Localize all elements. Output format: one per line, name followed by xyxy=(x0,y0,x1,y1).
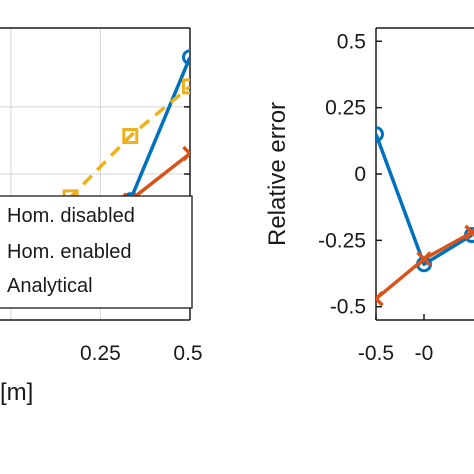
left-chart-x-tick-label: 0.5 xyxy=(173,342,202,365)
right-chart-line-series-0 xyxy=(376,133,473,267)
left-chart-x-axis-label: [m] xyxy=(0,379,33,406)
left-chart-x-tick-label: 0.25 xyxy=(80,342,121,365)
left-chart-tick-labels: 0.25 0.5 xyxy=(80,342,203,365)
right-chart-y-tick-label: -0.25 xyxy=(318,229,366,252)
right-chart-y-tick-label: -0.5 xyxy=(330,296,366,319)
right-chart-panel: -0.5 -0 0.5 0.25 0 -0.25 -0.5 Relative error xyxy=(264,27,474,365)
right-chart-point-series-1 xyxy=(416,251,432,267)
left-chart-point-analytical xyxy=(182,78,190,95)
left-chart-panel: 0.25 0.5 [m] Hom. disabled Hom. enabled A… xyxy=(0,27,203,406)
legend-box xyxy=(0,195,193,309)
legend: Hom. disabled Hom. enabled Analytical xyxy=(0,195,193,309)
right-chart-point-series-1 xyxy=(464,224,474,241)
right-chart-y-tick-label: 0.25 xyxy=(325,97,366,120)
right-chart-axes xyxy=(375,27,474,321)
legend-entry-hom-enabled: Hom. enabled xyxy=(7,241,132,263)
legend-entry-analytical: Analytical xyxy=(7,275,93,297)
right-chart-y-tick-label: 0.5 xyxy=(337,30,366,53)
left-chart-point-hom-enabled xyxy=(182,145,190,162)
right-chart-y-axis-label: Relative error xyxy=(264,102,291,246)
right-chart-point-series-1 xyxy=(376,291,384,307)
left-chart-point-hom-disabled xyxy=(182,49,190,66)
right-chart-series xyxy=(376,126,474,307)
right-chart-y-tick-label: 0 xyxy=(354,163,366,186)
right-chart-point-series-0 xyxy=(376,126,384,143)
right-chart-x-tick-label: -0.5 xyxy=(358,342,394,365)
right-chart-tick-labels: -0.5 -0 0.5 0.25 0 -0.25 -0.5 xyxy=(318,30,433,365)
right-chart-x-tick-label: -0 xyxy=(415,342,434,365)
left-chart-point-analytical xyxy=(122,128,139,145)
legend-entry-hom-disabled: Hom. disabled xyxy=(7,205,135,227)
